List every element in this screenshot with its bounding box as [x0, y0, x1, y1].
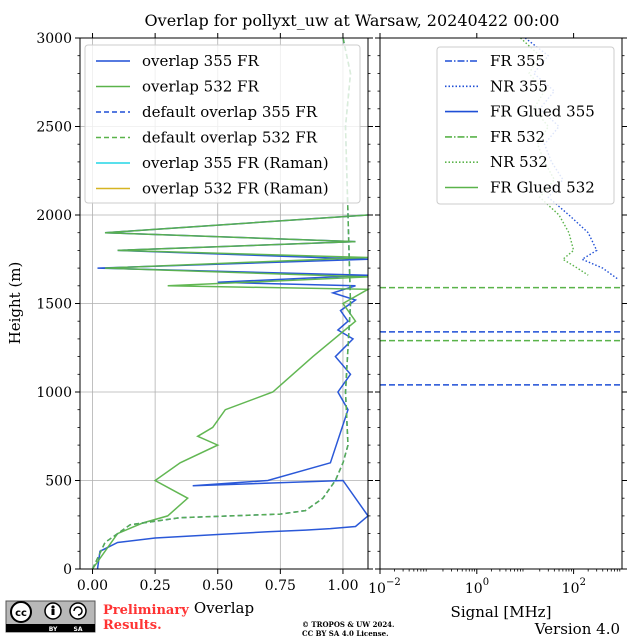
overlap-x-axis-label: Overlap — [194, 599, 254, 617]
overlap-y-axis-label: Height (m) — [6, 262, 24, 345]
copyright-line-1: © TROPOS & UW 2024. — [302, 620, 395, 629]
signal-lines — [380, 37, 622, 386]
overlap-x-tick-label: 0.00 — [77, 578, 108, 594]
overlap-y-tick-label: 1500 — [36, 297, 72, 313]
overlap-y-tick-label: 0 — [63, 562, 72, 578]
signal-x-tick-exponent: 2 — [580, 577, 586, 588]
overlap-legend-label: overlap 355 FR (Raman) — [142, 154, 329, 172]
sa-badge-text: SA — [74, 626, 83, 633]
signal-legend-label: NR 355 — [490, 77, 548, 95]
overlap-y-tick-label: 500 — [45, 474, 72, 490]
signal-legend-label: FR 355 — [490, 52, 545, 70]
signal-x-tick-label: 10 — [368, 581, 386, 597]
preliminary-label: Preliminary — [103, 603, 189, 618]
overlap-y-tick-label: 2000 — [36, 208, 72, 224]
overlap-x-tick-label: 0.25 — [140, 578, 171, 594]
overlap-legend-label: overlap 355 FR — [142, 52, 259, 70]
overlap-legend-box — [84, 44, 361, 204]
preliminary-label-2: Results. — [103, 618, 162, 633]
signal-legend-label: FR Glued 532 — [490, 179, 595, 197]
figure-title: Overlap for pollyxt_uw at Warsaw, 202404… — [145, 11, 560, 30]
cc-badge-text: cc — [15, 608, 27, 619]
signal-legend: FR 355 NR 355 FR Glued 355 FR 532 NR 532 FR G… — [436, 46, 615, 205]
overlap-legend-label: overlap 532 FR (Raman) — [142, 180, 329, 198]
signal-legend-label: FR 532 — [490, 128, 545, 146]
overlap-legend-label: default overlap 355 FR — [142, 103, 318, 121]
overlap-ticks: 0.00 0.25 0.50 0.75 1.00 0 500 1000 1500 2000 2500… — [36, 31, 373, 594]
by-badge-text: BY — [49, 626, 58, 633]
overlap-y-tick-label: 3000 — [36, 31, 72, 47]
signal-x-tick-label: 10 — [465, 581, 483, 597]
overlap-x-tick-label: 0.75 — [265, 578, 296, 594]
overlap-y-tick-label: 2500 — [36, 120, 72, 136]
copyright-line-2: CC BY SA 4.0 License. — [302, 629, 389, 638]
signal-x-tick-exponent: −2 — [386, 577, 401, 588]
signal-ticks: 10 −2 10 0 10 2 — [368, 33, 627, 597]
overlap-legend: overlap 355 FR overlap 532 FR default over… — [84, 44, 361, 204]
overlap-legend-label: overlap 532 FR — [142, 78, 259, 96]
signal-x-tick-label: 10 — [562, 581, 580, 597]
signal-x-tick-exponent: 0 — [483, 577, 489, 588]
signal-legend-label: NR 532 — [490, 153, 548, 171]
overlap-x-tick-label: 0.50 — [202, 578, 233, 594]
overlap-x-tick-label: 1.00 — [327, 578, 358, 594]
license-badge: cc BY SA — [5, 600, 96, 633]
signal-legend-label: FR Glued 355 — [490, 103, 595, 121]
signal-x-axis-label: Signal [MHz] — [451, 603, 552, 621]
version-label: Version 4.0 — [534, 620, 620, 638]
signal-legend-box — [436, 46, 615, 205]
overlap-y-tick-label: 1000 — [36, 385, 72, 401]
overlap-panel: 0.00 0.25 0.50 0.75 1.00 0 500 1000 1500 2000 2500… — [6, 31, 373, 617]
overlap-legend-label: default overlap 532 FR — [142, 129, 318, 147]
